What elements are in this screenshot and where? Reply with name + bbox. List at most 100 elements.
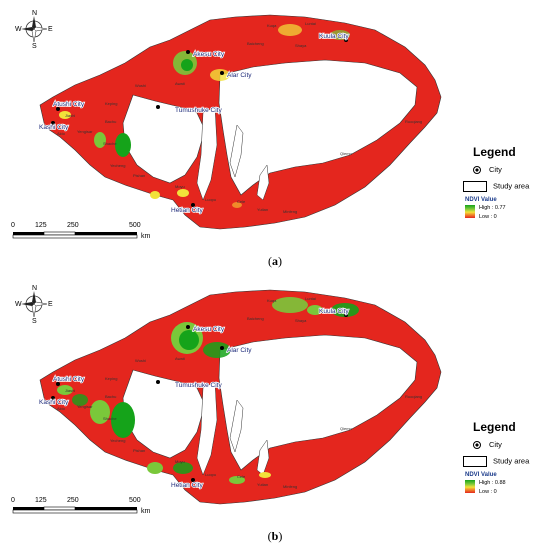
- svg-text:Yecheng: Yecheng: [110, 438, 125, 443]
- ndvi-gradient-swatch: [465, 480, 475, 493]
- svg-text:Yengisar: Yengisar: [77, 404, 93, 409]
- svg-text:Shaya: Shaya: [295, 318, 307, 323]
- city-dot-icon: [56, 382, 60, 386]
- svg-text:125: 125: [35, 222, 47, 229]
- svg-text:Yengisar: Yengisar: [77, 129, 93, 134]
- compass-w: W: [15, 26, 22, 33]
- svg-text:Luntai: Luntai: [305, 21, 316, 26]
- svg-text:Shache: Shache: [103, 416, 117, 421]
- svg-text:Baicheng: Baicheng: [247, 316, 264, 321]
- ndvi-low-label: Low : 0: [479, 214, 497, 220]
- svg-text:250: 250: [67, 222, 79, 229]
- study-area-swatch-icon: [463, 456, 487, 467]
- svg-text:E: E: [48, 301, 53, 308]
- legend-study-row: Study area: [463, 456, 529, 467]
- svg-text:Akto: Akto: [57, 131, 66, 136]
- legend-city-row: City: [473, 165, 502, 175]
- compass-s: S: [32, 43, 37, 50]
- city-dot-icon: [51, 396, 55, 400]
- city-markers-a: Akesu City Alar City Kuula City Tumushuk…: [38, 32, 350, 215]
- ndvi-title: NDVI Value: [465, 197, 497, 203]
- svg-text:Luntai: Luntai: [305, 296, 316, 301]
- svg-text:S: S: [32, 318, 37, 325]
- desert-gap-1: [196, 381, 218, 476]
- legend-b: Legend City Study area NDVI Value High :…: [455, 420, 545, 520]
- svg-text:Awati: Awati: [175, 356, 185, 361]
- svg-text:Pishan: Pishan: [133, 173, 145, 178]
- city-dot-icon: [156, 380, 160, 384]
- svg-text:Wushi: Wushi: [135, 358, 146, 363]
- city-dot-icon: [473, 166, 481, 175]
- svg-text:Hetian City: Hetian City: [171, 482, 204, 489]
- legend-title: Legend: [473, 145, 516, 159]
- legend-title: Legend: [473, 420, 516, 434]
- map-panel-b: N S E W Akesu City: [5, 280, 545, 522]
- desert-gap-2: [229, 124, 244, 178]
- svg-text:Kuqa: Kuqa: [267, 298, 277, 303]
- svg-text:Ruoqiang: Ruoqiang: [405, 119, 422, 124]
- svg-text:0: 0: [11, 497, 15, 504]
- svg-text:Kuula City: Kuula City: [319, 308, 349, 315]
- svg-text:Kashi City: Kashi City: [39, 399, 69, 406]
- svg-text:Qiemo: Qiemo: [340, 426, 353, 431]
- town-labels-a: Baicheng Kuqa Shaya Luntai Awati Wushi K…: [57, 21, 422, 214]
- svg-text:Cele: Cele: [237, 199, 246, 204]
- svg-text:Yutian: Yutian: [257, 482, 268, 487]
- city-dot-icon: [186, 325, 190, 329]
- compass-rose-icon: N S E W: [15, 10, 53, 50]
- svg-text:Luopu: Luopu: [205, 472, 216, 477]
- caption-b: (b): [267, 529, 283, 543]
- svg-text:W: W: [15, 301, 22, 308]
- scale-bar: 0 125 250 500 km: [11, 497, 151, 515]
- svg-text:Keping: Keping: [105, 376, 117, 381]
- caption-a: (a): [268, 254, 282, 268]
- svg-text:Jiashi: Jiashi: [65, 113, 75, 118]
- svg-text:Atushi City: Atushi City: [53, 376, 85, 383]
- ndvi-map-a: N S E W Akesu City: [11, 10, 442, 240]
- desert-gap-3: [256, 164, 270, 201]
- city-dot-icon: [191, 478, 195, 482]
- svg-text:Alar City: Alar City: [227, 347, 252, 354]
- svg-text:Wushi: Wushi: [135, 83, 146, 88]
- svg-text:500: 500: [129, 222, 141, 229]
- ndvi-high-label: High : 0.88: [479, 480, 506, 486]
- city-label: Atushi City: [53, 101, 85, 108]
- svg-text:Awati: Awati: [175, 81, 185, 86]
- vegetation-patches-a: [59, 24, 350, 208]
- svg-text:km: km: [141, 508, 151, 515]
- compass-e: E: [48, 26, 53, 33]
- svg-text:Yutian: Yutian: [257, 207, 268, 212]
- desert-gap-2: [229, 399, 244, 453]
- ndvi-map-b: N S E W Akesu City: [11, 285, 442, 515]
- desert-gap-3: [256, 439, 270, 476]
- svg-text:Qiemo: Qiemo: [340, 151, 353, 156]
- study-area-ring: [39, 14, 442, 230]
- city-dot-icon: [344, 313, 348, 317]
- svg-text:Baicheng: Baicheng: [247, 41, 264, 46]
- city-dot-icon: [186, 50, 190, 54]
- svg-text:Moyu: Moyu: [175, 184, 185, 189]
- map-panel-a: N S E W Akesu City: [5, 5, 545, 247]
- ndvi-title: NDVI Value: [465, 472, 497, 478]
- legend-a: Legend City Study area NDVI Value High :…: [455, 145, 545, 245]
- city-dot-icon: [220, 71, 224, 75]
- city-markers-b: Akesu City Alar City Kuula City Tumushuk…: [38, 307, 350, 490]
- svg-text:Cele: Cele: [237, 474, 246, 479]
- city-dot-icon: [344, 38, 348, 42]
- desert-gap-1: [196, 106, 218, 201]
- svg-text:250: 250: [67, 497, 79, 504]
- city-label: Tumushuke City: [175, 107, 222, 114]
- city-dot-icon: [51, 121, 55, 125]
- svg-text:Shache: Shache: [103, 141, 117, 146]
- svg-text:Akesu City: Akesu City: [193, 326, 225, 333]
- legend-study-row: Study area: [463, 181, 529, 192]
- svg-text:Luopu: Luopu: [205, 197, 216, 202]
- svg-text:km: km: [141, 233, 151, 240]
- city-dot-icon: [56, 107, 60, 111]
- city-label: Hetian City: [171, 207, 204, 214]
- svg-text:Pishan: Pishan: [133, 448, 145, 453]
- svg-text:Ruoqiang: Ruoqiang: [405, 394, 422, 399]
- svg-text:500: 500: [129, 497, 141, 504]
- city-dot-icon: [220, 346, 224, 350]
- svg-text:Shaya: Shaya: [295, 43, 307, 48]
